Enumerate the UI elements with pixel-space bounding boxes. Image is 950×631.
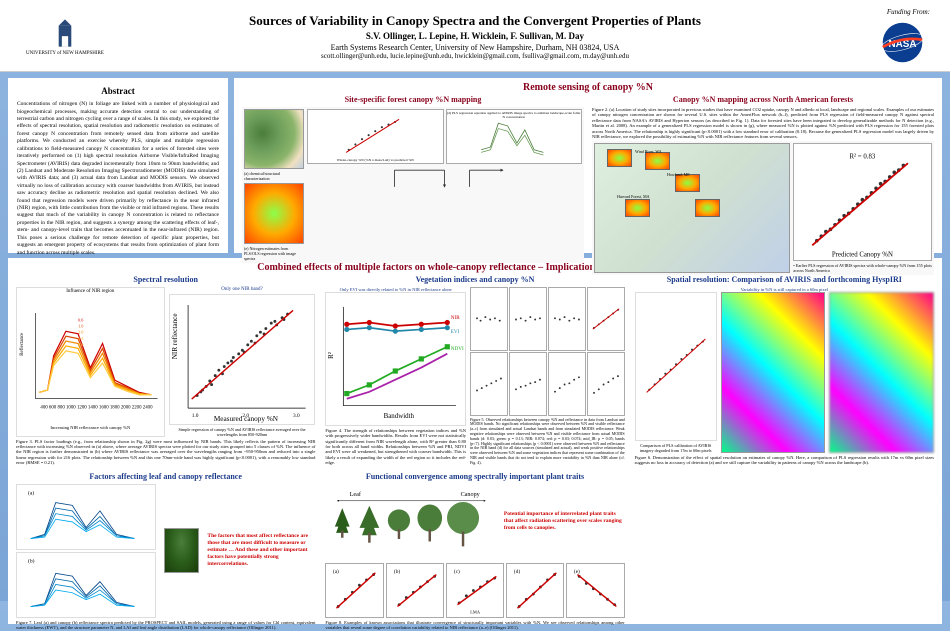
remote-sensing-box: Remote sensing of canopy %N Site-specifi… (234, 78, 942, 253)
svg-text:3.0: 3.0 (293, 413, 300, 419)
leaf-reflectance-chart: (a) (16, 484, 156, 550)
svg-text:Canopy: Canopy (461, 492, 481, 498)
remote-title: Remote sensing of canopy %N (242, 82, 934, 93)
row-top: Abstract Concentrations of nitrogen (N) … (8, 78, 942, 253)
svg-text:(e): (e) (574, 568, 580, 575)
func-highlight: Potential importance of interrelated pla… (504, 511, 625, 532)
canopy-reflectance-chart: (b) (16, 552, 156, 618)
spectral-resolution-panel: Spectral resolution Influence of NIR reg… (16, 275, 315, 466)
svg-text:EVI: EVI (451, 329, 460, 335)
svg-text:(b): (b) (394, 568, 400, 575)
svg-text:Bandwidth: Bandwidth (384, 413, 415, 420)
nasa-logo: NASA (875, 20, 930, 65)
svg-text:Predicted Canopy %N: Predicted Canopy %N (832, 252, 893, 259)
svg-text:3.0: 3.0 (78, 342, 83, 347)
combined-effects-box: Combined effects of multiple factors on … (8, 258, 942, 624)
abstract-box: Abstract Concentrations of nitrogen (N) … (8, 78, 228, 253)
spatial-resolution-panel: Spatial resolution: Comparison of AVIRIS… (635, 275, 934, 466)
svg-text:(d): (d) (514, 568, 520, 575)
svg-text:1.0: 1.0 (78, 324, 83, 329)
abstract-text: Concentrations of nitrogen (N) in foliag… (17, 101, 219, 257)
canopy-n-chart: Whole-canopy %N (%N x mass/LAI) vs predi… (307, 109, 444, 164)
funding-block: Funding From: NASA (840, 8, 930, 65)
svg-text:0.6: 0.6 (78, 318, 83, 323)
flow-arrows (307, 166, 582, 191)
scale-diagram: Leaf Canopy (325, 486, 498, 556)
north-america-col: Canopy %N mapping across North American … (592, 95, 934, 275)
svg-text:NDVI: NDVI (451, 346, 464, 352)
multi-scatter-grid (470, 287, 625, 416)
na-scatter: R² = 0.83 Predicted (793, 143, 932, 261)
unh-logo: UNIVERSITY of NEW HAMPSHIRE (20, 17, 110, 56)
emails: scott.ollinger@unh.edu, lucie.lepine@unh… (110, 52, 840, 60)
spectra-chart: (d) PLS regression equation applied to A… (446, 109, 583, 164)
title-block: Sources of Variability in Canopy Spectra… (110, 13, 840, 60)
functional-convergence-panel: Functional convergence among spectrally … (325, 472, 624, 631)
nir-band-scatter: Measured canopy %N NIR reflectance 1.02.… (169, 294, 316, 425)
convergence-scatters: (a) (b) (c) LMA (d) (e) (325, 563, 624, 618)
factors-panel: Factors affecting leaf and canopy reflec… (16, 472, 315, 631)
svg-text:Reflectance: Reflectance (20, 333, 25, 356)
leaf-photo (164, 528, 199, 573)
affiliation: Earth Systems Research Center, Universit… (110, 43, 840, 52)
north-america-map: Wind River, WA Howland, ME Harvard Fores… (594, 143, 790, 273)
main-title: Sources of Variability in Canopy Spectra… (110, 13, 840, 29)
svg-text:1.0: 1.0 (191, 413, 198, 419)
svg-text:NIR reflectance: NIR reflectance (171, 313, 179, 359)
svg-text:Leaf: Leaf (350, 491, 362, 498)
svg-text:400 600 800 1000 1200 1400 160: 400 600 800 1000 1200 1400 1600 1800 200… (40, 405, 153, 410)
svg-text:R²: R² (328, 352, 335, 359)
svg-text:(c): (c) (454, 568, 460, 575)
n-map-e (244, 183, 304, 243)
svg-text:2.5: 2.5 (78, 336, 83, 341)
content: Abstract Concentrations of nitrogen (N) … (0, 72, 950, 630)
aviris-17m-img (721, 292, 826, 453)
nir-influence-chart: Influence of NIR region 400 600 800 1000… (16, 287, 165, 437)
svg-text:NIR: NIR (451, 315, 460, 321)
poster-header: UNIVERSITY of NEW HAMPSHIRE Sources of V… (0, 0, 950, 72)
site-specific-col: Site-specific forest canopy %N mapping (… (242, 95, 584, 275)
factors-highlight: The factors that most affect reflectance… (207, 533, 315, 569)
veg-index-chart: Bandwidth R² NIR EVI NDVI (325, 292, 466, 426)
authors: S.V. Ollinger, L. Lepine, H. Wicklein, F… (110, 31, 840, 41)
spatial-scatter (635, 292, 717, 441)
svg-text:(a): (a) (333, 568, 339, 575)
svg-text:2.0: 2.0 (242, 413, 249, 419)
svg-text:2.0: 2.0 (78, 330, 83, 335)
svg-text:(b): (b) (28, 557, 35, 564)
svg-text:LMA: LMA (470, 609, 481, 614)
abstract-title: Abstract (17, 85, 219, 97)
veg-indices-panel: Vegetation indices and canopy %N Only EV… (325, 275, 624, 466)
svg-text:(a): (a) (28, 489, 34, 496)
forest-map-a (244, 109, 304, 169)
aviris-60m-img (829, 292, 934, 453)
svg-text:R² = 0.83: R² = 0.83 (850, 154, 876, 161)
